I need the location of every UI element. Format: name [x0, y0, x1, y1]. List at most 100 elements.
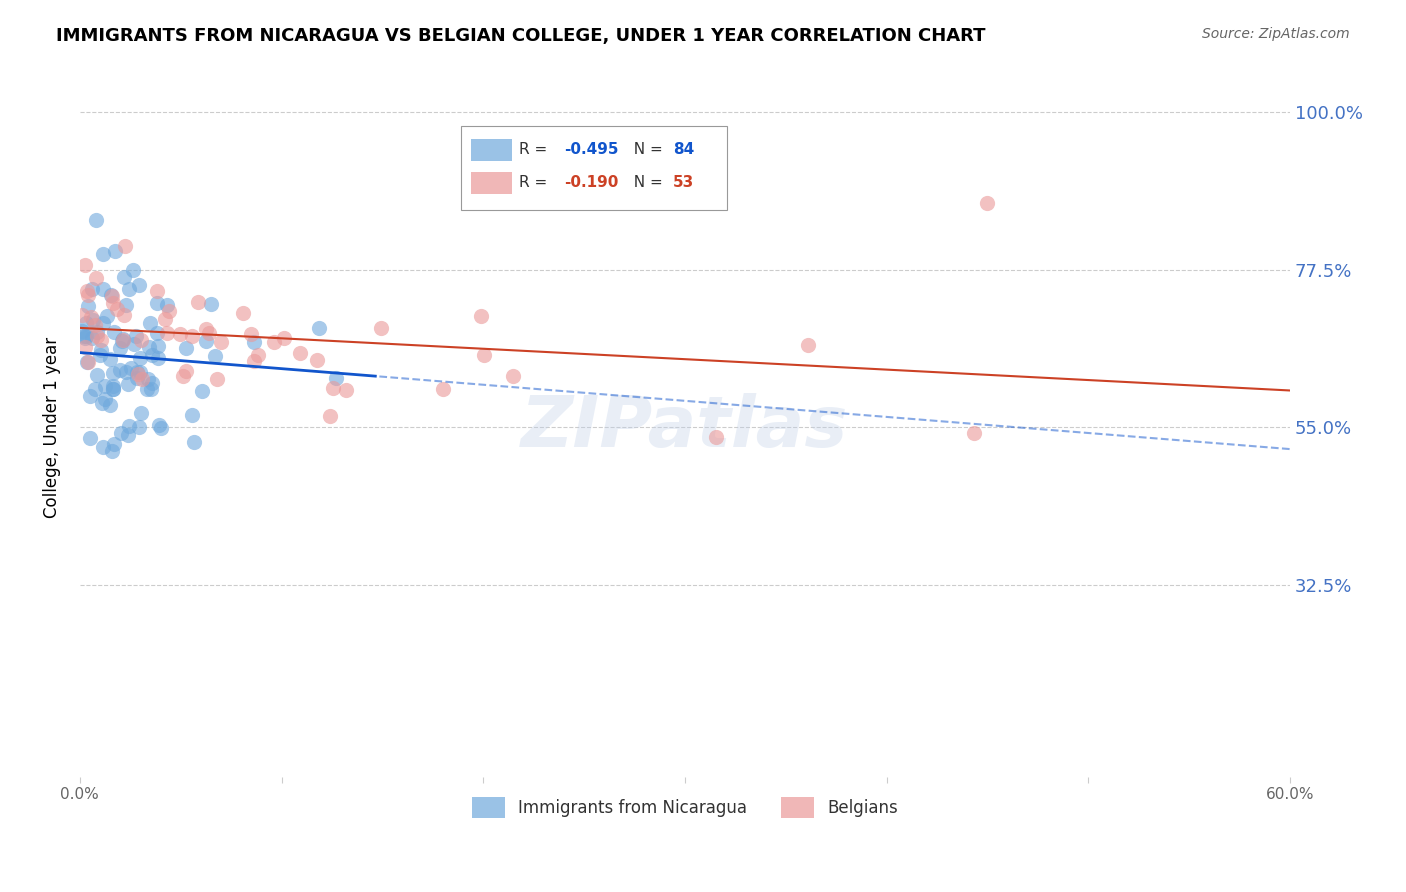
Point [432, 382, 454, 396]
Point [138, 340, 160, 354]
Point [146, 326, 169, 341]
Point [86, 368, 108, 383]
Point [976, 196, 998, 211]
Y-axis label: College, Under 1 year: College, Under 1 year [44, 336, 60, 517]
Point [70, 308, 93, 322]
Point [98, 351, 121, 366]
Point [148, 417, 170, 432]
Point [75, 331, 97, 345]
Text: -0.495: -0.495 [564, 142, 619, 157]
Point [128, 278, 150, 293]
Point [139, 382, 162, 396]
Point [117, 428, 139, 442]
Point [105, 301, 128, 316]
Point [146, 296, 169, 310]
Point [273, 331, 295, 345]
Point [472, 348, 495, 362]
Point [325, 370, 347, 384]
Text: N =: N = [624, 175, 668, 190]
Point [94, 379, 117, 393]
Point [187, 295, 209, 310]
Text: N =: N = [624, 142, 668, 157]
Point [80, 282, 103, 296]
FancyBboxPatch shape [471, 172, 512, 194]
Point [322, 380, 344, 394]
Point [305, 353, 328, 368]
Point [704, 430, 727, 444]
Point [72, 329, 94, 343]
Text: R =: R = [519, 142, 553, 157]
Point [73, 340, 96, 354]
Point [108, 342, 131, 356]
Point [243, 334, 266, 349]
Point [200, 297, 222, 311]
Point [239, 327, 262, 342]
Point [128, 365, 150, 379]
Point [98, 398, 121, 412]
Legend: Immigrants from Nicaragua, Belgians: Immigrants from Nicaragua, Belgians [465, 791, 905, 824]
Point [146, 339, 169, 353]
Point [112, 308, 135, 322]
Point [76, 284, 98, 298]
Point [114, 365, 136, 379]
Point [101, 444, 124, 458]
Point [131, 372, 153, 386]
Point [84, 318, 107, 332]
Point [75, 258, 97, 272]
Point [75, 329, 97, 343]
Point [122, 262, 145, 277]
Point [77, 355, 100, 369]
Point [207, 372, 229, 386]
Point [263, 335, 285, 350]
Point [146, 351, 169, 365]
Point [155, 311, 177, 326]
Point [335, 384, 357, 398]
Point [129, 351, 152, 366]
Point [76, 354, 98, 368]
Point [70, 324, 93, 338]
Point [470, 309, 492, 323]
Point [75, 316, 97, 330]
Point [129, 406, 152, 420]
Point [963, 426, 986, 441]
Point [319, 409, 342, 423]
FancyBboxPatch shape [461, 127, 727, 211]
Point [797, 337, 820, 351]
Point [141, 348, 163, 362]
Point [117, 377, 139, 392]
Point [101, 379, 124, 393]
Point [156, 326, 179, 341]
Point [198, 326, 221, 340]
Point [308, 321, 330, 335]
Point [180, 408, 202, 422]
Point [112, 269, 135, 284]
Point [103, 437, 125, 451]
Point [94, 392, 117, 406]
Point [135, 382, 157, 396]
Point [129, 333, 152, 347]
Text: -0.190: -0.190 [564, 175, 619, 190]
Point [90, 343, 112, 358]
Point [209, 334, 232, 349]
Point [91, 282, 114, 296]
Point [79, 389, 101, 403]
Point [100, 288, 122, 302]
FancyBboxPatch shape [471, 139, 512, 161]
Point [91, 246, 114, 260]
Point [149, 421, 172, 435]
Point [76, 299, 98, 313]
Point [103, 325, 125, 339]
Point [110, 426, 132, 441]
Point [103, 367, 125, 381]
Point [111, 334, 134, 349]
Point [141, 376, 163, 390]
Text: R =: R = [519, 175, 553, 190]
Text: 84: 84 [673, 142, 695, 157]
Point [290, 346, 312, 360]
Point [89, 348, 111, 362]
Point [138, 316, 160, 330]
Point [145, 284, 167, 298]
Point [112, 333, 135, 347]
Point [76, 288, 98, 302]
Point [118, 419, 141, 434]
